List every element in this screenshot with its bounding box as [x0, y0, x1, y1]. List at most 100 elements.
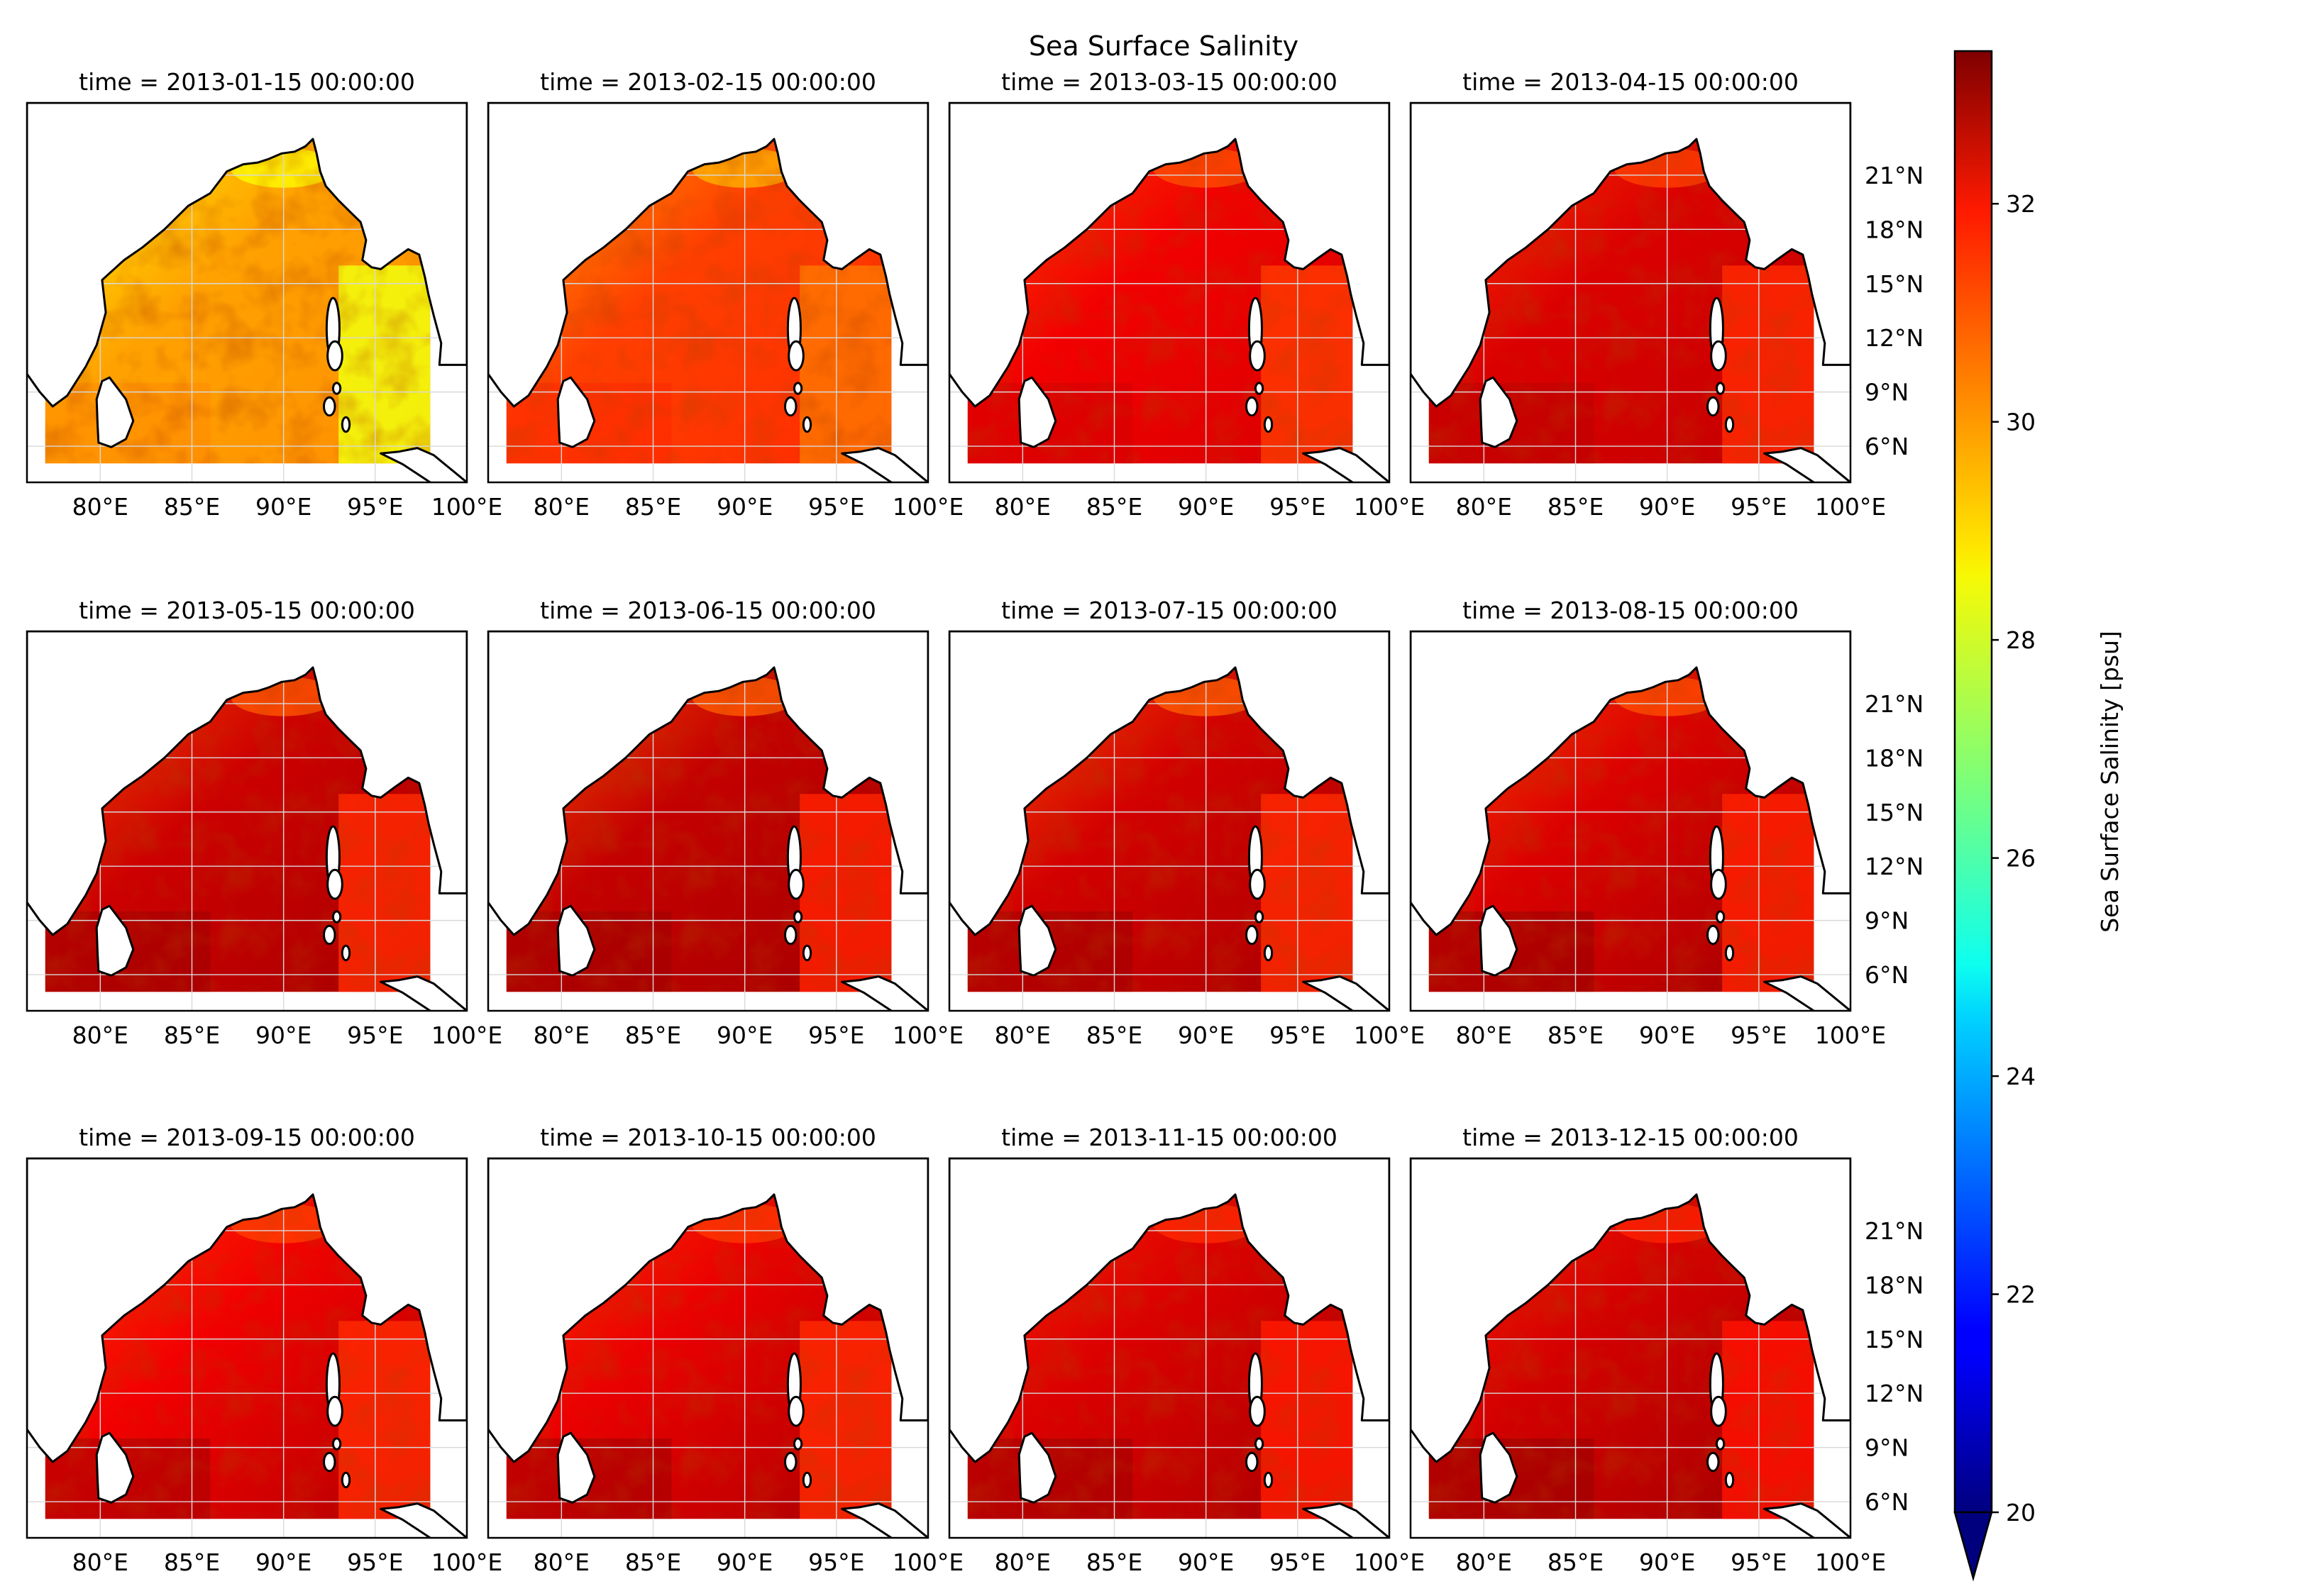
- x-tick-label: 85°E: [625, 1548, 681, 1576]
- y-tick-label: 6°N: [1865, 961, 1909, 989]
- land-island: [789, 870, 804, 899]
- panel-title: time = 2013-05-15 00:00:00: [79, 597, 415, 624]
- land-island: [324, 1453, 336, 1470]
- x-tick-label: 85°E: [625, 1021, 681, 1049]
- x-tick-label: 80°E: [72, 1548, 128, 1576]
- x-tick-label: 90°E: [717, 1021, 773, 1049]
- y-tick-label: 21°N: [1865, 162, 1924, 189]
- x-tick-label: 85°E: [1548, 493, 1604, 521]
- x-tick-label: 95°E: [1731, 493, 1787, 521]
- land-island: [1708, 926, 1719, 943]
- map-panel: time = 2013-12-15 00:00:0080°E 85°E 90°E 95…: [1411, 1124, 1924, 1576]
- y-tick-label: 15°N: [1865, 270, 1924, 298]
- y-tick-label: 18°N: [1865, 1271, 1924, 1299]
- panel-title: time = 2013-04-15 00:00:00: [1462, 68, 1799, 96]
- x-tick-label: 95°E: [347, 1021, 403, 1049]
- land-island: [1711, 870, 1726, 899]
- y-tick-label: 12°N: [1865, 1380, 1924, 1407]
- x-tick-label: 80°E: [72, 1021, 128, 1049]
- x-tick-label: 95°E: [1269, 1021, 1325, 1049]
- x-tick-label: 80°E: [995, 1021, 1051, 1049]
- map-panel: time = 2013-07-15 00:00:0080°E 85°E 90°E 95…: [949, 597, 1425, 1049]
- panel-title: time = 2013-02-15 00:00:00: [540, 68, 876, 96]
- land-island: [1711, 341, 1726, 370]
- land-island: [794, 383, 801, 394]
- x-tick-label: 100°E: [1815, 1548, 1886, 1576]
- land-island: [1250, 870, 1265, 899]
- land-island: [342, 417, 349, 431]
- land-island: [1255, 1439, 1262, 1449]
- x-tick-label: 95°E: [808, 493, 864, 521]
- land-island: [1726, 417, 1733, 431]
- y-tick-label: 21°N: [1865, 1217, 1924, 1245]
- x-tick-label: 95°E: [1731, 1021, 1787, 1049]
- colorbar-tick-label: 20: [2006, 1499, 2036, 1526]
- x-tick-label: 90°E: [1639, 493, 1695, 521]
- x-tick-label: 100°E: [893, 1021, 964, 1049]
- colorbar-tick-label: 26: [2006, 845, 2036, 872]
- land-island: [794, 1439, 801, 1449]
- map-panel: time = 2013-09-15 00:00:0080°E 85°E 90°E 95…: [27, 1124, 502, 1576]
- x-tick-label: 90°E: [255, 1548, 311, 1576]
- land-island: [794, 911, 801, 922]
- x-tick-label: 100°E: [1354, 493, 1425, 521]
- x-tick-label: 85°E: [625, 493, 681, 521]
- panel-title: time = 2013-09-15 00:00:00: [79, 1124, 415, 1151]
- x-tick-label: 90°E: [717, 493, 773, 521]
- x-tick-label: 100°E: [893, 493, 964, 521]
- x-tick-label: 100°E: [1815, 493, 1886, 521]
- land-island: [1247, 926, 1258, 943]
- x-tick-label: 85°E: [1086, 1021, 1142, 1049]
- x-tick-label: 85°E: [164, 493, 220, 521]
- colorbar-tick-label: 24: [2006, 1063, 2036, 1090]
- land-island: [1708, 1453, 1719, 1470]
- panel-title: time = 2013-10-15 00:00:00: [540, 1124, 876, 1151]
- x-tick-label: 90°E: [717, 1548, 773, 1576]
- x-tick-label: 95°E: [808, 1021, 864, 1049]
- panel-title: time = 2013-08-15 00:00:00: [1462, 597, 1799, 624]
- land-island: [785, 397, 797, 415]
- land-island: [342, 1473, 349, 1487]
- colorbar-extend-triangle: [1955, 1512, 1992, 1578]
- x-tick-label: 90°E: [1639, 1548, 1695, 1576]
- colorbar-gradient: [1955, 51, 1992, 1512]
- x-tick-label: 80°E: [1456, 1021, 1512, 1049]
- land-island: [1716, 383, 1723, 394]
- x-tick-label: 85°E: [1548, 1021, 1604, 1049]
- x-tick-label: 80°E: [995, 493, 1051, 521]
- y-tick-label: 9°N: [1865, 379, 1909, 406]
- x-tick-label: 90°E: [255, 493, 311, 521]
- y-tick-label: 6°N: [1865, 1488, 1909, 1516]
- colorbar-tick-label: 32: [2006, 190, 2036, 218]
- x-tick-label: 95°E: [1731, 1548, 1787, 1576]
- land-island: [328, 341, 343, 370]
- land-island: [1711, 1397, 1726, 1426]
- x-tick-label: 95°E: [808, 1548, 864, 1576]
- x-tick-label: 80°E: [1456, 493, 1512, 521]
- land-island: [1726, 946, 1733, 960]
- colorbar-tick-label: 30: [2006, 409, 2036, 436]
- map-panel: time = 2013-01-15 00:00:0080°E 85°E 90°E 95…: [27, 68, 502, 521]
- map-panel: time = 2013-08-15 00:00:00 80°E 85°E 90°E 95…: [1411, 597, 1924, 1049]
- y-tick-label: 21°N: [1865, 690, 1924, 718]
- land-island: [342, 946, 349, 960]
- y-tick-label: 6°N: [1865, 433, 1909, 460]
- panel-title: time = 2013-03-15 00:00:00: [1001, 68, 1337, 96]
- x-tick-label: 90°E: [255, 1021, 311, 1049]
- map-panel: time = 2013-02-15 00:00:0080°E 85°E 90°E 95…: [488, 68, 964, 521]
- x-tick-label: 100°E: [893, 1548, 964, 1576]
- y-tick-label: 15°N: [1865, 799, 1924, 826]
- colorbar-tick-label: 22: [2006, 1281, 2036, 1309]
- x-tick-label: 95°E: [347, 493, 403, 521]
- land-island: [333, 1439, 340, 1449]
- land-island: [328, 870, 343, 899]
- figure-title: Sea Surface Salinity: [1029, 31, 1298, 62]
- x-tick-label: 80°E: [995, 1548, 1051, 1576]
- colorbar: 20222426283032 Sea Surface Salinity [psu…: [1955, 51, 2124, 1578]
- y-tick-label: 18°N: [1865, 216, 1924, 243]
- panel-title: time = 2013-07-15 00:00:00: [1001, 597, 1337, 624]
- x-tick-label: 90°E: [1639, 1021, 1695, 1049]
- land-island: [789, 341, 804, 370]
- colorbar-tick-label: 28: [2006, 626, 2036, 654]
- x-tick-label: 80°E: [534, 1548, 590, 1576]
